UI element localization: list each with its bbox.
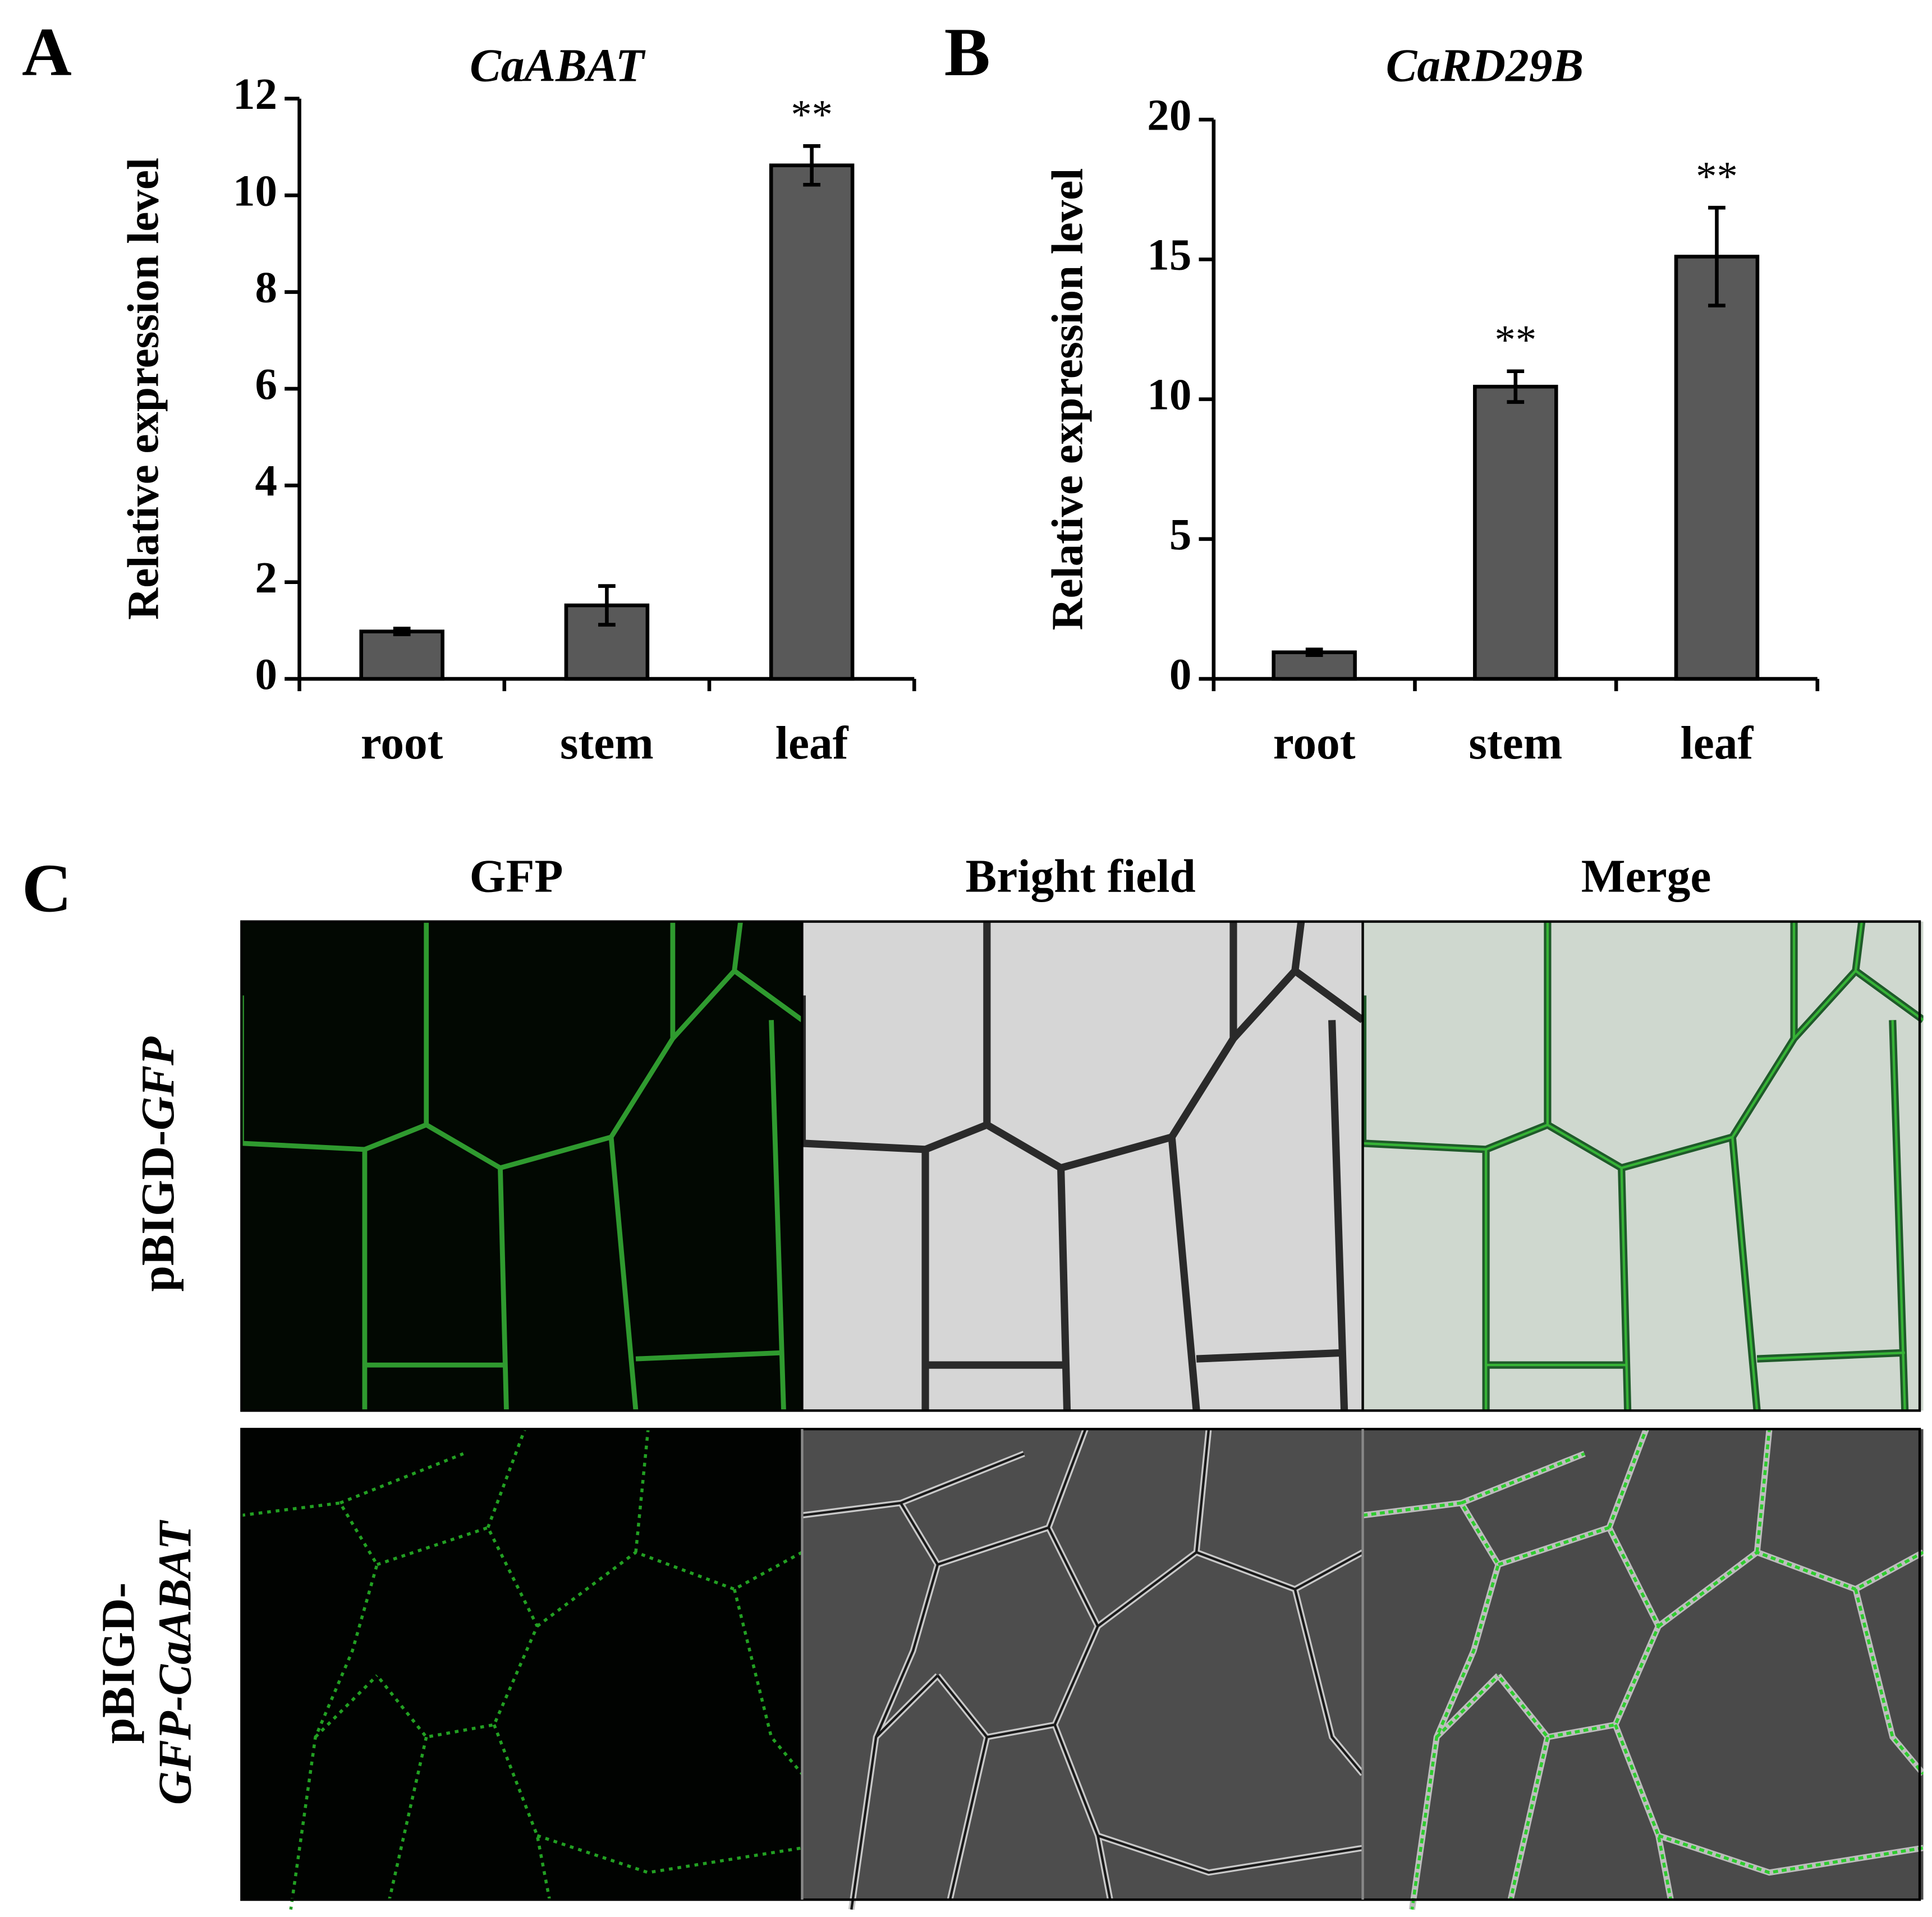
bar bbox=[1473, 384, 1558, 681]
significance-label: ** bbox=[1495, 317, 1537, 364]
merge-image bbox=[1363, 921, 1924, 1411]
significance-label: ** bbox=[791, 91, 833, 138]
chart-title: CaABAT bbox=[470, 40, 646, 91]
column-header: Merge bbox=[1581, 851, 1711, 902]
chart-title: CaRD29B bbox=[1386, 40, 1584, 91]
y-tick-label: 2 bbox=[255, 554, 278, 603]
bright-field-image bbox=[802, 1429, 1363, 1909]
bar bbox=[769, 163, 855, 681]
y-axis-label: Relative expression level bbox=[120, 158, 168, 620]
panel-label: C bbox=[22, 850, 72, 927]
row-label-prefix: pBIGD- bbox=[132, 1130, 184, 1291]
gfp-image bbox=[241, 921, 802, 1411]
y-tick-label: 20 bbox=[1147, 91, 1191, 140]
y-tick-label: 15 bbox=[1147, 231, 1191, 280]
y-tick-label: 5 bbox=[1169, 511, 1192, 559]
x-tick-label: leaf bbox=[1681, 718, 1754, 769]
column-header: Bright field bbox=[966, 851, 1196, 902]
y-axis-label: Relative expression level bbox=[1043, 168, 1092, 631]
row-label-italic: GFP bbox=[132, 1036, 184, 1130]
row-label-italic: GFP-CaABAT bbox=[150, 1520, 201, 1805]
y-tick-label: 0 bbox=[1169, 650, 1192, 699]
y-tick-label: 8 bbox=[255, 264, 278, 312]
gfp-image bbox=[241, 1429, 802, 1909]
x-tick-label: root bbox=[1273, 718, 1356, 769]
y-tick-label: 10 bbox=[1147, 371, 1191, 420]
error-bar bbox=[803, 144, 821, 187]
significance-label: ** bbox=[1696, 153, 1738, 200]
image-frame bbox=[240, 920, 1921, 1412]
panel-label: A bbox=[22, 13, 72, 90]
image-frame bbox=[240, 1428, 1921, 1901]
error-bar bbox=[598, 584, 616, 627]
y-tick-label: 0 bbox=[255, 650, 278, 699]
column-header: GFP bbox=[470, 851, 563, 902]
error-bar bbox=[393, 627, 411, 637]
y-tick-label: 4 bbox=[255, 457, 278, 505]
row-label: pBIGD-GFP bbox=[132, 1036, 184, 1291]
bright-field-image bbox=[802, 921, 1363, 1411]
y-tick-label: 12 bbox=[233, 70, 277, 119]
row-label-prefix: pBIGD- bbox=[93, 1583, 145, 1744]
y-tick-label: 10 bbox=[233, 167, 277, 215]
bar bbox=[359, 629, 444, 681]
error-bar bbox=[1708, 205, 1726, 307]
bar bbox=[1674, 255, 1760, 681]
panel-label: B bbox=[944, 13, 990, 90]
error-bar bbox=[1507, 369, 1525, 404]
x-tick-label: root bbox=[361, 718, 443, 769]
error-bar bbox=[1305, 647, 1323, 657]
x-tick-label: leaf bbox=[775, 718, 849, 769]
x-tick-label: stem bbox=[1468, 718, 1562, 769]
merge-image bbox=[1363, 1429, 1924, 1909]
y-tick-label: 6 bbox=[255, 360, 278, 409]
x-tick-label: stem bbox=[560, 718, 654, 769]
